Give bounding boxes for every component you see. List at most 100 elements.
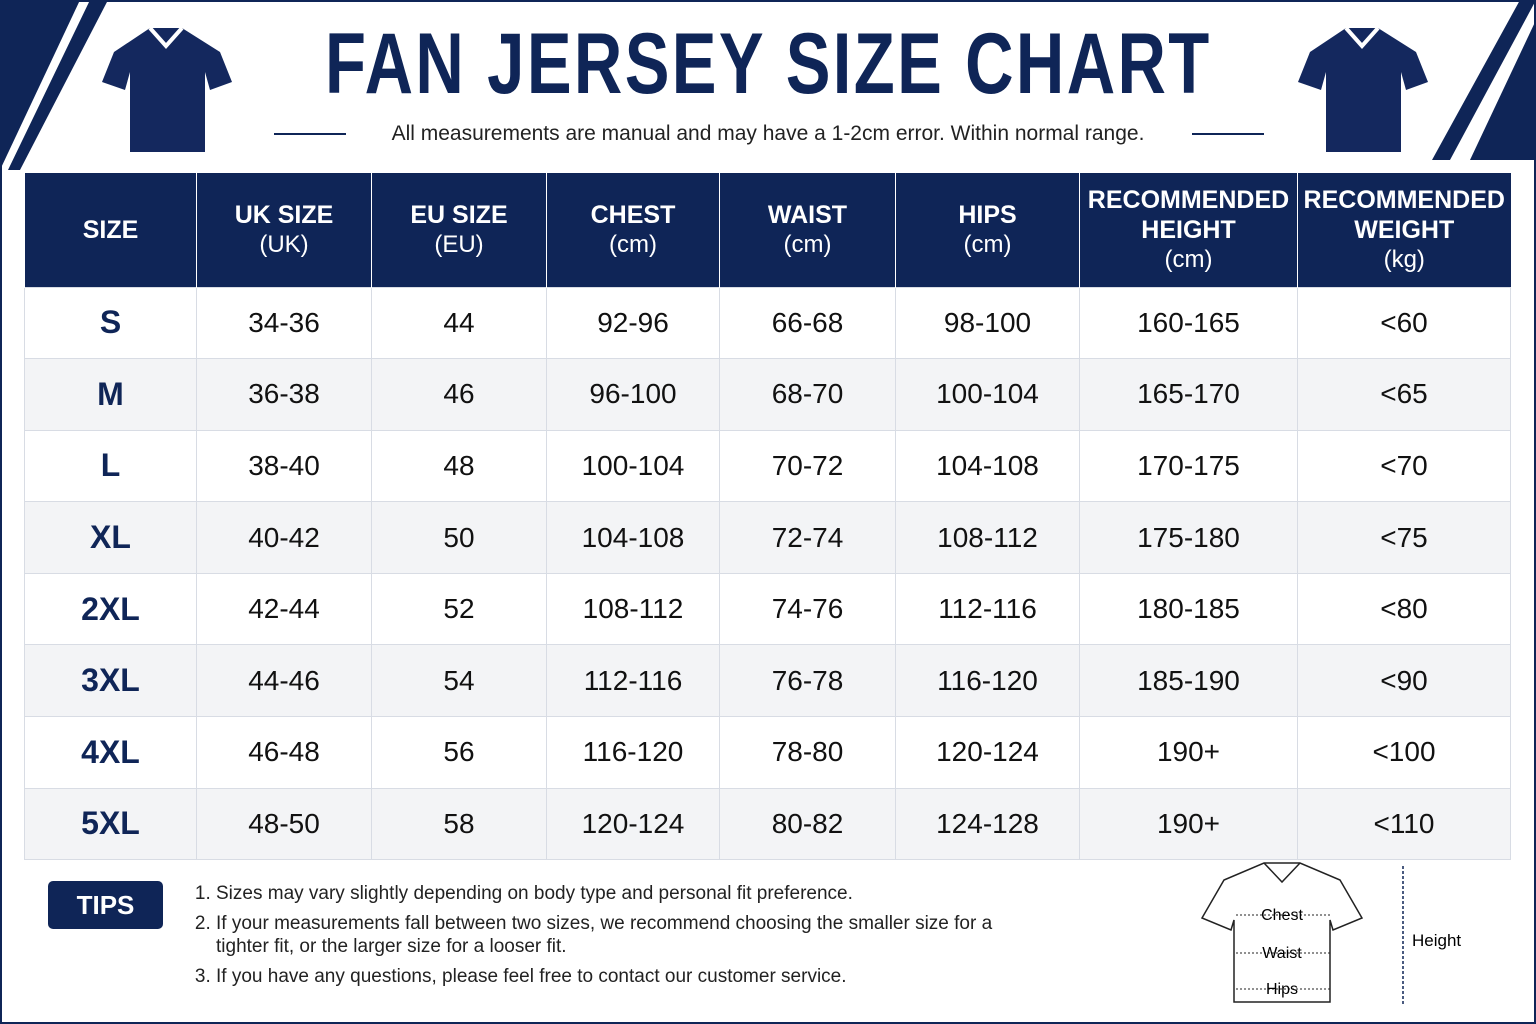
value-cell: 165-170	[1079, 358, 1298, 431]
value-cell: 54	[371, 644, 547, 718]
size-cell: 2XL	[24, 572, 197, 646]
header-line: RECOMMENDED	[1087, 185, 1290, 214]
tips-list: Sizes may vary slightly depending on bod…	[190, 882, 1030, 995]
header-line: (EU)	[434, 230, 484, 258]
header-cell: UK SIZE (UK)	[196, 173, 372, 287]
diagram-label: Chest	[1261, 907, 1303, 924]
value-cell: <75	[1297, 501, 1511, 574]
table-row: 5XL 48-50 58 120-124 80-82 124-128 190+ <110	[24, 787, 1511, 861]
value-cell: <65	[1297, 358, 1511, 431]
value-cell: <90	[1297, 644, 1511, 718]
header-row: SIZE UK SIZE (UK) EU SIZE (EU) CHEST (cm) WAIST…	[24, 173, 1511, 287]
value-cell: 120-124	[895, 716, 1080, 789]
header-line: RECOMMENDED	[1303, 185, 1505, 214]
header-cell: EU SIZE (EU)	[371, 173, 547, 287]
diagram-label: Hips	[1266, 981, 1298, 998]
table-row: 2XL 42-44 52 108-112 74-76 112-116 180-185 <80	[24, 572, 1511, 646]
corner-stripe	[8, 0, 108, 170]
value-cell: 104-108	[546, 501, 720, 574]
value-cell: 160-165	[1079, 286, 1298, 360]
table-row: S 34-36 44 92-96 66-68 98-100 160-165 <60	[24, 286, 1511, 360]
header-line: (kg)	[1383, 245, 1425, 273]
value-cell: 34-36	[196, 286, 372, 360]
value-cell: 92-96	[546, 286, 720, 360]
value-cell: 58	[371, 787, 547, 861]
value-cell: 46	[371, 358, 547, 431]
value-cell: 50	[371, 501, 547, 574]
value-cell: 66-68	[719, 286, 896, 360]
size-cell: M	[24, 358, 197, 431]
rule	[1192, 133, 1264, 135]
value-cell: 100-104	[895, 358, 1080, 431]
header-line: HEIGHT	[1141, 215, 1236, 244]
header-cell: WAIST (cm)	[719, 173, 896, 287]
value-cell: 72-74	[719, 501, 896, 574]
header-line: WAIST	[767, 200, 848, 229]
header-line: (cm)	[783, 230, 832, 258]
size-cell: S	[24, 286, 197, 360]
value-cell: 36-38	[196, 358, 372, 431]
tip-item: If your measurements fall between two si…	[216, 912, 1030, 958]
table-row: L 38-40 48 100-104 70-72 104-108 170-175 <70	[24, 429, 1511, 503]
header-line: HIPS	[958, 200, 1017, 229]
tip-item: If you have any questions, please feel f…	[216, 965, 1030, 988]
size-cell: 4XL	[24, 716, 197, 789]
value-cell: 175-180	[1079, 501, 1298, 574]
title-text: FAN JERSEY SIZE CHART	[324, 16, 1212, 112]
value-cell: 48	[371, 429, 547, 503]
table-row: 4XL 46-48 56 116-120 78-80 120-124 190+ <100	[24, 716, 1511, 789]
subtitle: All measurements are manual and may have…	[391, 122, 1145, 145]
rule	[274, 133, 346, 135]
value-cell: 40-42	[196, 501, 372, 574]
value-cell: 120-124	[546, 787, 720, 861]
value-cell: 44	[371, 286, 547, 360]
value-cell: 185-190	[1079, 644, 1298, 718]
table-row: 3XL 44-46 54 112-116 76-78 116-120 185-190 <90	[24, 644, 1511, 718]
table-body: S 34-36 44 92-96 66-68 98-100 160-165 <60 M 36-38…	[24, 286, 1511, 861]
diagram-label: Height	[1412, 931, 1461, 950]
tip-item: Sizes may vary slightly depending on bod…	[216, 882, 1030, 905]
value-cell: 170-175	[1079, 429, 1298, 503]
header-cell: RECOMMENDED WEIGHT (kg)	[1297, 173, 1511, 287]
header-line: (cm)	[609, 230, 657, 258]
value-cell: 108-112	[895, 501, 1080, 574]
value-cell: 116-120	[546, 716, 720, 789]
corner-stripe	[1470, 20, 1536, 160]
header-line: CHEST	[590, 200, 676, 229]
header-cell: SIZE	[24, 173, 197, 287]
value-cell: 190+	[1079, 787, 1298, 861]
value-cell: 76-78	[719, 644, 896, 718]
value-cell: <110	[1297, 787, 1511, 861]
table-row: M 36-38 46 96-100 68-70 100-104 165-170 <65	[24, 358, 1511, 431]
size-cell: 3XL	[24, 644, 197, 718]
table-row: XL 40-42 50 104-108 72-74 108-112 175-180 <75	[24, 501, 1511, 574]
value-cell: <70	[1297, 429, 1511, 503]
value-cell: 108-112	[546, 572, 720, 646]
header-line: UK SIZE	[234, 200, 334, 229]
value-cell: 190+	[1079, 716, 1298, 789]
size-cell: L	[24, 429, 197, 503]
jersey-icon	[102, 26, 232, 152]
diagram-label: Waist	[1262, 945, 1302, 962]
value-cell: 68-70	[719, 358, 896, 431]
value-cell: 42-44	[196, 572, 372, 646]
value-cell: 80-82	[719, 787, 896, 861]
header-line: (UK)	[259, 230, 309, 258]
value-cell: 100-104	[546, 429, 720, 503]
value-cell: 112-116	[546, 644, 720, 718]
value-cell: 52	[371, 572, 547, 646]
value-cell: 38-40	[196, 429, 372, 503]
tips-badge: TIPS	[48, 881, 163, 929]
value-cell: 116-120	[895, 644, 1080, 718]
header-line: EU SIZE	[410, 200, 508, 229]
value-cell: 74-76	[719, 572, 896, 646]
value-cell: 44-46	[196, 644, 372, 718]
value-cell: <100	[1297, 716, 1511, 789]
value-cell: 70-72	[719, 429, 896, 503]
title: FAN JERSEY SIZE CHART	[0, 14, 1536, 114]
value-cell: 124-128	[895, 787, 1080, 861]
size-table: SIZE UK SIZE (UK) EU SIZE (EU) CHEST (cm) WAIST…	[24, 173, 1511, 861]
